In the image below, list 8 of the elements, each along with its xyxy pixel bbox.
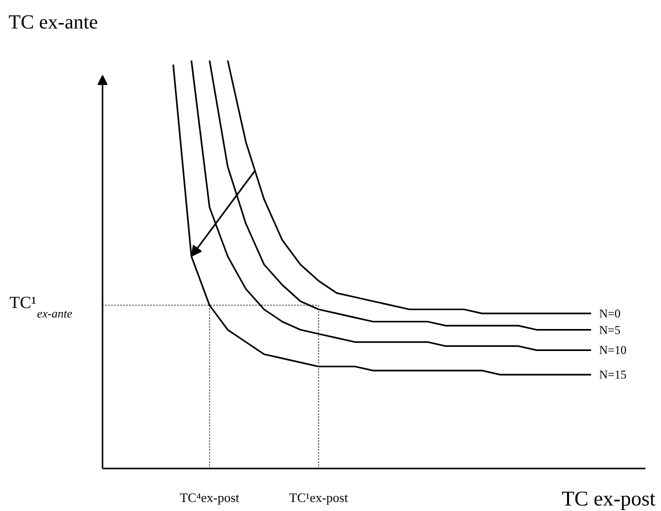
series-label: N=10: [599, 343, 627, 358]
y-axis-title: TC ex-ante: [8, 12, 98, 34]
series-label: N=0: [599, 306, 621, 320]
x-tick-label: TC⁴ex-post: [180, 490, 240, 505]
x-tick-label: TC¹ex-post: [289, 490, 348, 505]
series-label: N=15: [599, 368, 627, 382]
x-axis-title: TC ex-post: [562, 486, 656, 510]
series-label: N=5: [599, 322, 621, 337]
